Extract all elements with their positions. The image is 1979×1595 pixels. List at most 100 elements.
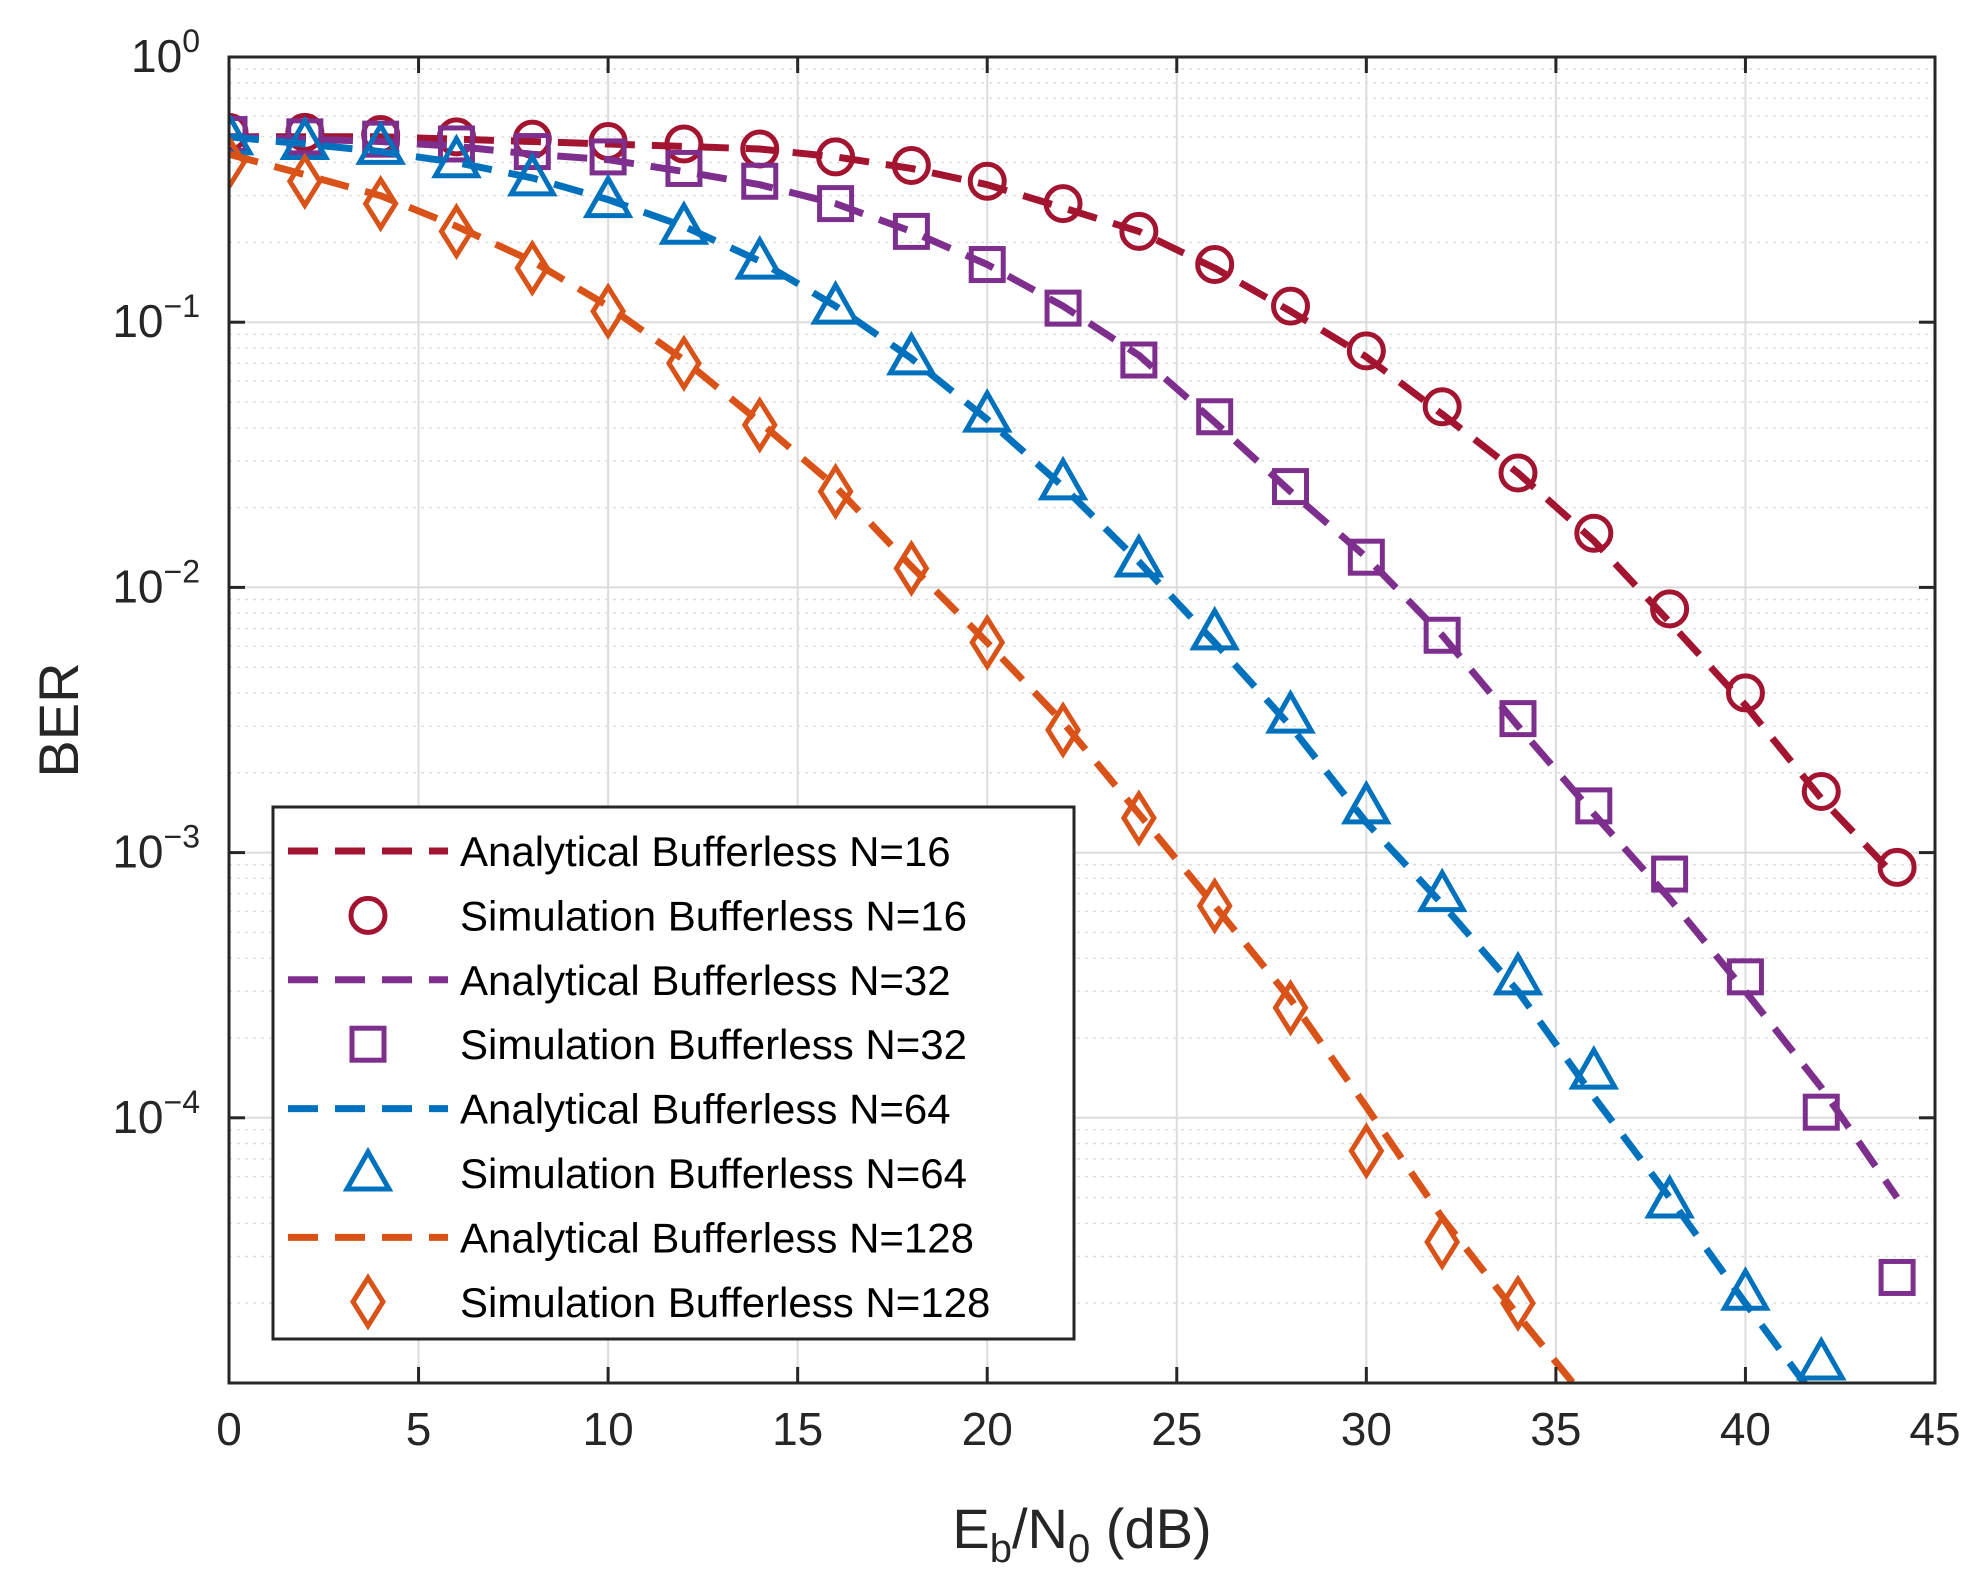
data-point-square [1347,538,1385,576]
data-point-square [1878,1258,1916,1296]
data-point-circle [1422,387,1462,427]
legend-item: Simulation Bufferless N=128 [350,1273,990,1331]
x-label-sub-0: 0 [1068,1527,1090,1571]
y-tick-label: 100 [131,23,200,82]
data-point-circle [816,137,856,177]
y-tick-base: 10 [112,1091,163,1143]
data-point-square [1196,398,1234,436]
data-point-triangle [1265,689,1316,734]
y-tick-base: 10 [112,826,163,878]
data-point-diamond [362,174,399,233]
y-axis-label: BER [27,662,90,777]
data-point-circle [1043,184,1083,224]
data-point-triangle [1189,605,1240,651]
x-tick-label: 0 [216,1403,242,1455]
clipped-series [229,110,1917,1383]
data-point-diamond [1500,1274,1536,1332]
series-1 [229,133,1900,881]
legend-box [271,805,1076,1341]
x-tick-label: 15 [772,1403,823,1455]
data-point-square [1499,700,1537,738]
data-point-diamond [438,202,475,261]
data-point-circle [1574,513,1614,553]
legend-label: Simulation Bufferless N=128 [460,1279,990,1326]
data-point-square [1575,787,1613,825]
legend-label: Analytical Bufferless N=16 [460,828,951,875]
data-point-triangle [886,330,937,376]
data-point-circle [1271,286,1311,326]
data-point-diamond [1348,1122,1385,1180]
y-tick-label: 10−3 [112,819,200,878]
data-point-diamond [1272,979,1309,1037]
legend-marker-swatch [350,1273,386,1331]
y-tick-base: 10 [131,30,182,82]
data-point-diamond [1045,701,1081,759]
data-point-square [229,116,248,154]
data-point-triangle [810,280,861,325]
analytical-line [229,133,1809,1383]
x-axis-label: Eb/N0 (dB) [952,1497,1211,1571]
data-point-diamond [514,239,551,297]
data-point-triangle [431,133,482,179]
data-point-diamond [1424,1213,1461,1271]
x-label-n: /N [1012,1497,1068,1560]
series-7 [229,150,1578,1383]
analytical-line [229,133,1900,881]
data-point-diamond [1120,789,1157,847]
data-point-circle [1346,331,1386,371]
data-point-circle [1801,771,1841,811]
x-tick-label: 5 [406,1403,432,1455]
data-point-circle [1877,847,1917,887]
data-point-square [1423,616,1461,654]
y-tick-exponent: −2 [164,553,200,589]
y-tick-base: 10 [112,295,163,347]
data-point-diamond [1196,877,1233,935]
legend: Analytical Bufferless N=16 Simulation Buf… [271,805,1076,1341]
data-point-triangle [355,120,406,165]
data-point-triangle [1720,1266,1771,1311]
grid [229,57,1935,1383]
data-point-diamond [286,152,323,210]
data-point-square [968,246,1006,284]
data-point-square [1120,341,1158,379]
data-series [229,110,1917,1383]
data-point-triangle [658,200,710,245]
x-label-sub-b: b [990,1527,1012,1571]
series-8 [229,133,1536,1332]
data-point-diamond [893,539,930,598]
legend-label: Simulation Bufferless N=32 [460,1021,967,1068]
y-tick-exponent: −1 [164,288,200,324]
x-label-unit: (dB) [1090,1497,1211,1560]
x-tick-label: 30 [1341,1403,1392,1455]
data-point-triangle [229,110,255,156]
data-point-square [817,185,855,223]
y-tick-exponent: −4 [164,1084,200,1120]
data-point-square [1726,958,1764,996]
analytical-line [229,133,1900,1200]
legend-marker-swatch [349,1025,387,1063]
data-point-triangle [506,151,558,197]
data-point-diamond [817,462,854,521]
data-point-square [892,212,930,250]
legend-item: Analytical Bufferless N=32 [288,957,951,1004]
data-point-circle [891,145,931,185]
legend-item: Analytical Bufferless N=64 [288,1086,951,1133]
data-point-diamond [969,613,1006,672]
data-point-triangle [734,235,786,280]
data-point-triangle [961,388,1013,433]
y-tick-base: 10 [112,560,163,612]
data-point-triangle [1113,532,1165,578]
y-tick-label: 10−1 [112,288,200,347]
data-point-triangle [1644,1173,1695,1219]
plot-area-border [227,55,1937,1385]
data-point-square [513,133,551,171]
legend-label: Simulation Bufferless N=16 [460,892,967,939]
data-point-square [665,149,703,187]
series-5 [229,133,1809,1383]
legend-label: Analytical Bufferless N=64 [460,1086,951,1133]
data-point-circle [1650,589,1690,629]
x-tick-label: 40 [1720,1403,1771,1455]
